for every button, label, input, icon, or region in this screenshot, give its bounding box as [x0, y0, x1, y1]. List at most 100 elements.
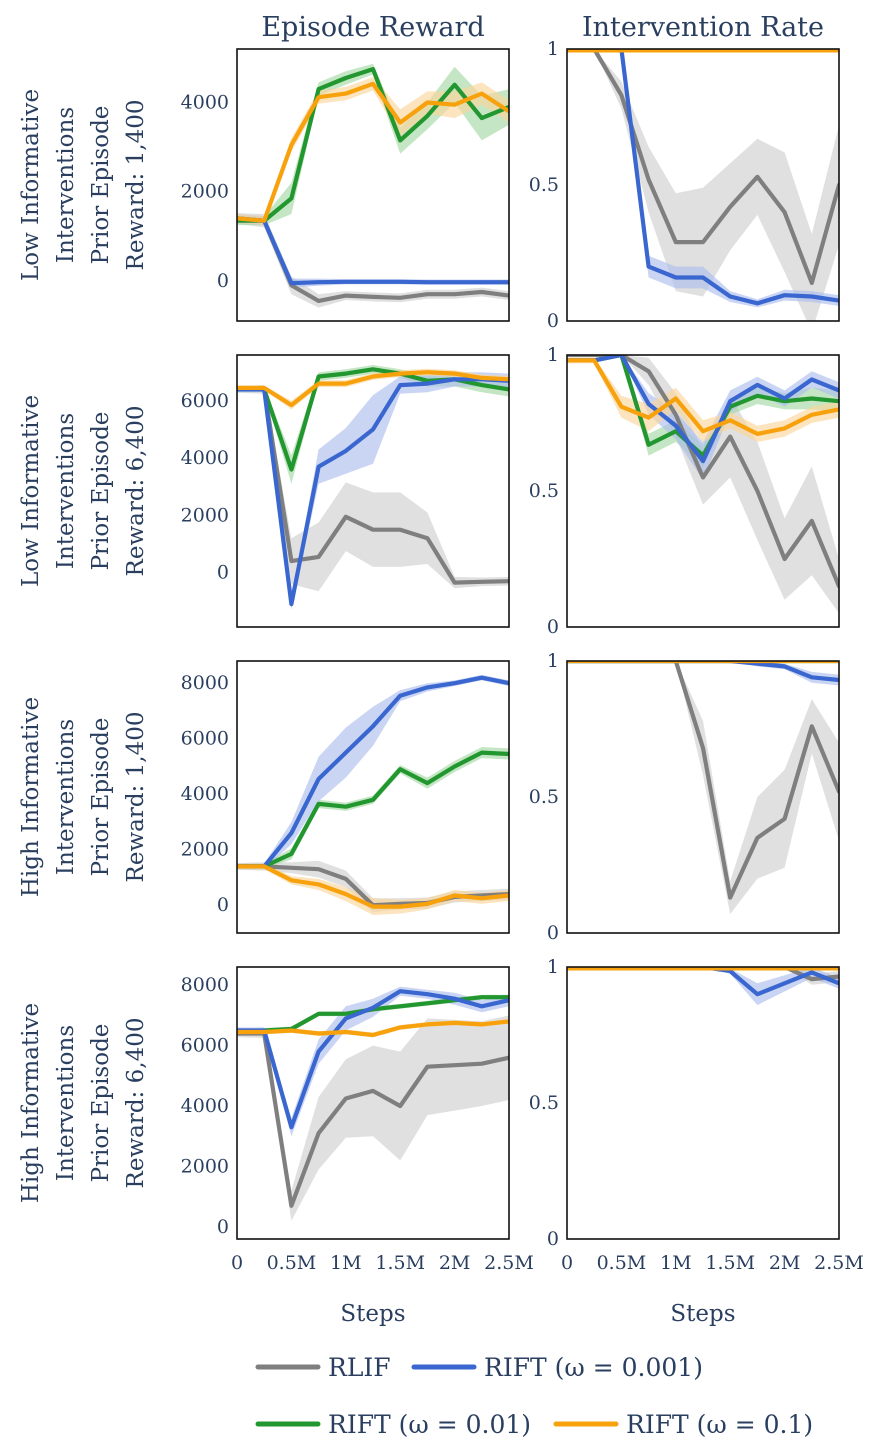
line-rift-0-001 — [567, 355, 839, 464]
line-rift-0-1 — [237, 1019, 509, 1038]
y-tick-label: 4000 — [181, 92, 229, 114]
line-rift-0-001 — [237, 377, 509, 607]
row-label: Low Informative Interventions Prior Episod… — [18, 89, 149, 281]
row-label-line: Low Informative — [18, 395, 44, 587]
y-tick-label: 6000 — [181, 1035, 229, 1057]
x-tick-label: 1M — [330, 1252, 362, 1274]
panel-reward-row-2: 0 2000 4000 6000 — [181, 354, 510, 628]
x-axis-titles: Steps Steps — [340, 1301, 735, 1327]
band-rlif — [567, 355, 839, 614]
axes-frame — [566, 354, 840, 628]
row-label-line: Interventions — [53, 1025, 79, 1181]
legend-item-rlif: RLIF — [255, 1353, 391, 1382]
column-titles: Episode Reward Intervention Rate — [261, 12, 824, 43]
line-rlif — [567, 661, 839, 900]
band-rift-0-1 — [237, 863, 509, 915]
row-label-line: Reward: 1,400 — [123, 100, 149, 271]
axes-frame — [236, 48, 510, 322]
panel-reward-row-1: 0 2000 4000 — [181, 48, 510, 322]
y-tick-label: 0 — [547, 1228, 559, 1250]
row-label-line: Prior Episode — [88, 1024, 114, 1183]
row-label: High Informative Interventions Prior Episo… — [18, 697, 149, 897]
row-label-line: Prior Episode — [88, 718, 114, 877]
band-rlif — [567, 49, 839, 321]
plot-area — [237, 986, 509, 1221]
row-3: High Informative Interventions Prior Episo… — [18, 650, 840, 944]
panel-rate-row-2: 00.51 — [529, 344, 840, 638]
plot-area — [567, 49, 839, 321]
y-tick-label: 8000 — [181, 974, 229, 996]
y-tick-label: 0.5 — [529, 174, 559, 196]
x-tick-label: 2.5M — [814, 1252, 864, 1274]
axes-frame — [236, 354, 510, 628]
x-tick-label: 0.5M — [267, 1252, 317, 1274]
y-tick-label: 0.5 — [529, 480, 559, 502]
row-2: Low Informative Interventions Prior Episod… — [18, 344, 840, 638]
x-tick-label: 1M — [660, 1252, 692, 1274]
line-rlif — [237, 387, 509, 585]
band-rift-0-001 — [237, 986, 509, 1137]
axes-frame — [566, 966, 840, 1240]
y-tick-label: 0 — [217, 894, 229, 916]
panel-reward-row-4: 0 2000 4000 6000 8000 0 0.5M 1M 1.5M 2M 2.5M — [181, 966, 534, 1274]
legend-label: RIFT (ω = 0.1) — [626, 1410, 813, 1439]
line-rlif — [567, 967, 839, 982]
x-tick-label: 1.5M — [705, 1252, 755, 1274]
panel-reward-row-3: 0 2000 4000 6000 8000 — [181, 660, 510, 934]
row-label-line: Reward: 6,400 — [123, 406, 149, 577]
x-tick-label: 1.5M — [375, 1252, 425, 1274]
line-rift-0-001 — [237, 675, 509, 869]
row-label-line: Interventions — [53, 413, 79, 569]
y-tick-label: 0.5 — [529, 1092, 559, 1114]
axes-frame — [566, 660, 840, 934]
y-tick-label: 0 — [217, 1216, 229, 1238]
panel-rate-row-4: 0 0.5 1 0 0.5M 1M 1.5M 2M 2.5M — [529, 956, 864, 1274]
band-rift-0-1 — [567, 357, 839, 442]
x-tick-label: 0 — [561, 1252, 573, 1274]
band-rift-0-1 — [237, 77, 509, 226]
axes-frame — [236, 660, 510, 934]
y-tick-label: 2000 — [181, 504, 229, 526]
plot-area — [567, 661, 839, 914]
row-label-line: Interventions — [53, 107, 79, 263]
y-tick-label: 0 — [547, 616, 559, 638]
y-tick-label: 4000 — [181, 447, 229, 469]
line-rift-0-1 — [567, 358, 839, 436]
panels: Low Informative Interventions Prior Episod… — [18, 38, 864, 1274]
axes-frame — [566, 48, 840, 322]
y-tick-label: 2000 — [181, 1155, 229, 1177]
y-tick-label: 1 — [547, 650, 559, 672]
line-rlif — [567, 49, 839, 285]
legend-item-rift-0-1: RIFT (ω = 0.1) — [553, 1410, 813, 1439]
band-rlif — [567, 967, 839, 985]
y-tick-label: 2000 — [181, 181, 229, 203]
plot-area — [237, 365, 509, 610]
line-rlif — [237, 1031, 509, 1208]
line-rift-0-01 — [237, 750, 509, 869]
y-tick-label: 1 — [547, 344, 559, 366]
y-tick-label: 4000 — [181, 783, 229, 805]
x-axis-title-reward: Steps — [340, 1301, 405, 1327]
legend-label: RIFT (ω = 0.001) — [484, 1353, 703, 1382]
y-tick-label: 0 — [217, 562, 229, 584]
plot-area — [237, 674, 509, 915]
y-tick-label: 4000 — [181, 1095, 229, 1117]
band-rift-0-001 — [237, 674, 509, 870]
x-tick-label: 2M — [439, 1252, 471, 1274]
axes-frame — [236, 966, 510, 1240]
x-tick-label: 2M — [769, 1252, 801, 1274]
panel-rate-row-3: 00.51 — [529, 650, 840, 944]
band-rift-0-001 — [567, 967, 839, 1006]
row-label-line: Interventions — [53, 719, 79, 875]
x-tick-label: 0.5M — [597, 1252, 647, 1274]
band-rift-0-001 — [237, 372, 509, 610]
y-tick-label: 2000 — [181, 839, 229, 861]
y-tick-label: 0 — [547, 310, 559, 332]
y-tick-label: 6000 — [181, 390, 229, 412]
row-4: High Informative Interventions Prior Episo… — [18, 956, 864, 1274]
plot-area — [237, 63, 509, 308]
plot-area — [567, 967, 839, 1006]
line-rlif — [567, 355, 839, 589]
legend-label: RIFT (ω = 0.01) — [328, 1410, 531, 1439]
